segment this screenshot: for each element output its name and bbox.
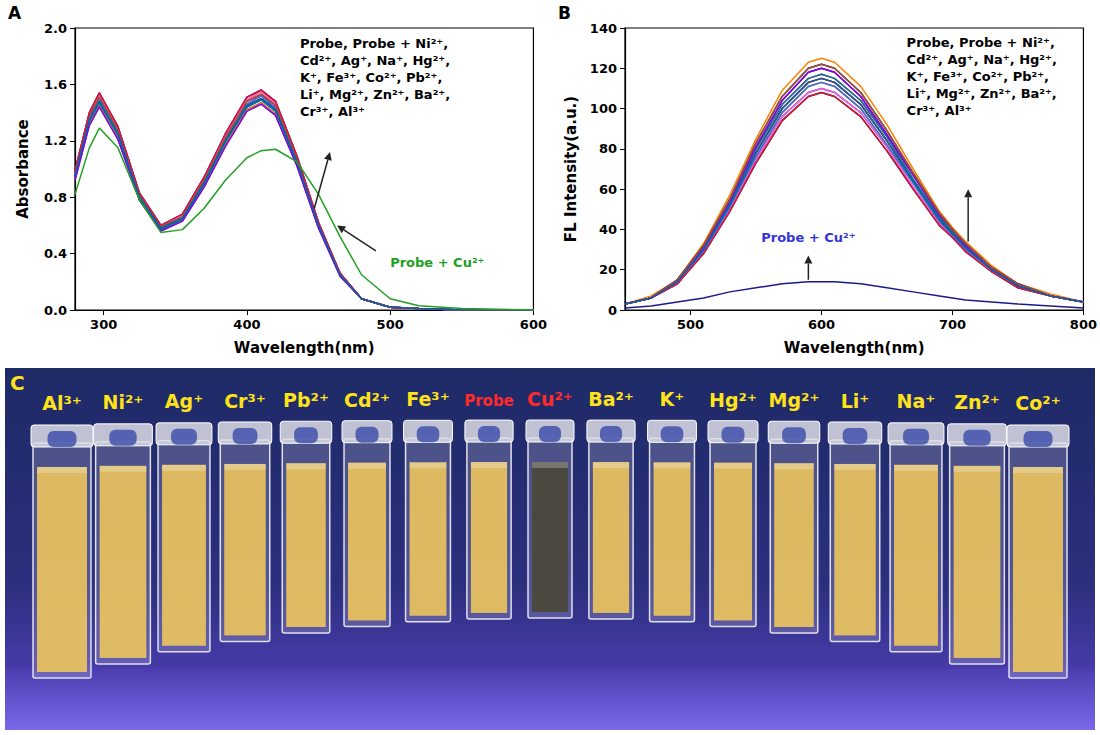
svg-text:Li⁺, Mg²⁺, Zn²⁺, Ba²⁺,: Li⁺, Mg²⁺, Zn²⁺, Ba²⁺, bbox=[300, 87, 450, 102]
svg-text:K⁺, Fe³⁺, Co²⁺, Pb²⁺,: K⁺, Fe³⁺, Co²⁺, Pb²⁺, bbox=[907, 69, 1049, 84]
svg-text:Na⁺: Na⁺ bbox=[897, 390, 936, 412]
svg-text:Absorbance: Absorbance bbox=[14, 119, 32, 219]
svg-text:Cr³⁺, Al³⁺: Cr³⁺, Al³⁺ bbox=[907, 103, 972, 118]
svg-text:0.4: 0.4 bbox=[44, 246, 67, 261]
svg-text:Co²⁺: Co²⁺ bbox=[1015, 392, 1060, 414]
svg-text:20: 20 bbox=[599, 262, 617, 277]
svg-text:K⁺, Fe³⁺, Co²⁺, Pb²⁺,: K⁺, Fe³⁺, Co²⁺, Pb²⁺, bbox=[300, 70, 442, 85]
svg-text:Cd²⁺, Ag⁺, Na⁺, Hg²⁺,: Cd²⁺, Ag⁺, Na⁺, Hg²⁺, bbox=[300, 53, 450, 68]
svg-text:Probe: Probe bbox=[464, 392, 514, 410]
svg-text:Pb²⁺: Pb²⁺ bbox=[283, 389, 329, 411]
svg-text:Mg²⁺: Mg²⁺ bbox=[769, 389, 820, 411]
svg-text:Ba²⁺: Ba²⁺ bbox=[588, 388, 634, 410]
svg-text:Li⁺: Li⁺ bbox=[841, 390, 870, 412]
svg-text:Zn²⁺: Zn²⁺ bbox=[954, 391, 1000, 413]
svg-text:Fe³⁺: Fe³⁺ bbox=[406, 388, 449, 410]
svg-text:1.2: 1.2 bbox=[44, 133, 67, 148]
svg-text:60: 60 bbox=[599, 182, 617, 197]
svg-text:Cd²⁺: Cd²⁺ bbox=[344, 389, 390, 411]
svg-text:Wavelength(nm): Wavelength(nm) bbox=[234, 339, 375, 357]
svg-text:700: 700 bbox=[939, 317, 966, 332]
svg-text:600: 600 bbox=[520, 317, 547, 332]
svg-text:500: 500 bbox=[377, 317, 404, 332]
svg-text:800: 800 bbox=[1070, 317, 1097, 332]
svg-text:Al³⁺: Al³⁺ bbox=[42, 392, 82, 414]
svg-text:Li⁺, Mg²⁺, Zn²⁺, Ba²⁺,: Li⁺, Mg²⁺, Zn²⁺, Ba²⁺, bbox=[907, 86, 1057, 101]
svg-text:140: 140 bbox=[590, 21, 617, 36]
svg-text:500: 500 bbox=[677, 317, 704, 332]
svg-text:Ag⁺: Ag⁺ bbox=[165, 390, 203, 412]
svg-text:Hg²⁺: Hg²⁺ bbox=[709, 389, 757, 411]
svg-text:Probe, Probe + Ni²⁺,: Probe, Probe + Ni²⁺, bbox=[300, 36, 448, 51]
svg-text:Cr³⁺, Al³⁺: Cr³⁺, Al³⁺ bbox=[300, 104, 365, 119]
svg-text:1.6: 1.6 bbox=[44, 77, 67, 92]
svg-text:300: 300 bbox=[90, 317, 117, 332]
svg-text:Probe, Probe + Ni²⁺,: Probe, Probe + Ni²⁺, bbox=[907, 35, 1055, 50]
svg-text:Cr³⁺: Cr³⁺ bbox=[224, 390, 266, 412]
svg-text:80: 80 bbox=[599, 141, 617, 156]
svg-text:0.8: 0.8 bbox=[44, 190, 67, 205]
svg-text:Cd²⁺, Ag⁺, Na⁺, Hg²⁺,: Cd²⁺, Ag⁺, Na⁺, Hg²⁺, bbox=[907, 52, 1057, 67]
svg-text:Cu²⁺: Cu²⁺ bbox=[527, 388, 573, 410]
svg-text:600: 600 bbox=[808, 317, 835, 332]
svg-text:Ni²⁺: Ni²⁺ bbox=[103, 391, 144, 413]
svg-text:0: 0 bbox=[608, 303, 617, 318]
svg-text:Probe + Cu²⁺: Probe + Cu²⁺ bbox=[390, 255, 484, 270]
svg-text:B: B bbox=[558, 3, 571, 23]
svg-text:0.0: 0.0 bbox=[44, 303, 67, 318]
svg-text:2.0: 2.0 bbox=[44, 21, 67, 36]
svg-text:120: 120 bbox=[590, 61, 617, 76]
svg-text:FL Intensity(a.u.): FL Intensity(a.u.) bbox=[562, 96, 580, 242]
svg-text:400: 400 bbox=[233, 317, 260, 332]
svg-text:100: 100 bbox=[590, 101, 617, 116]
svg-text:Probe + Cu²⁺: Probe + Cu²⁺ bbox=[761, 230, 855, 245]
svg-text:Wavelength(nm): Wavelength(nm) bbox=[784, 339, 925, 357]
svg-text:K⁺: K⁺ bbox=[660, 388, 685, 410]
svg-text:C: C bbox=[10, 371, 25, 395]
svg-text:40: 40 bbox=[599, 222, 617, 237]
svg-text:A: A bbox=[8, 3, 22, 23]
